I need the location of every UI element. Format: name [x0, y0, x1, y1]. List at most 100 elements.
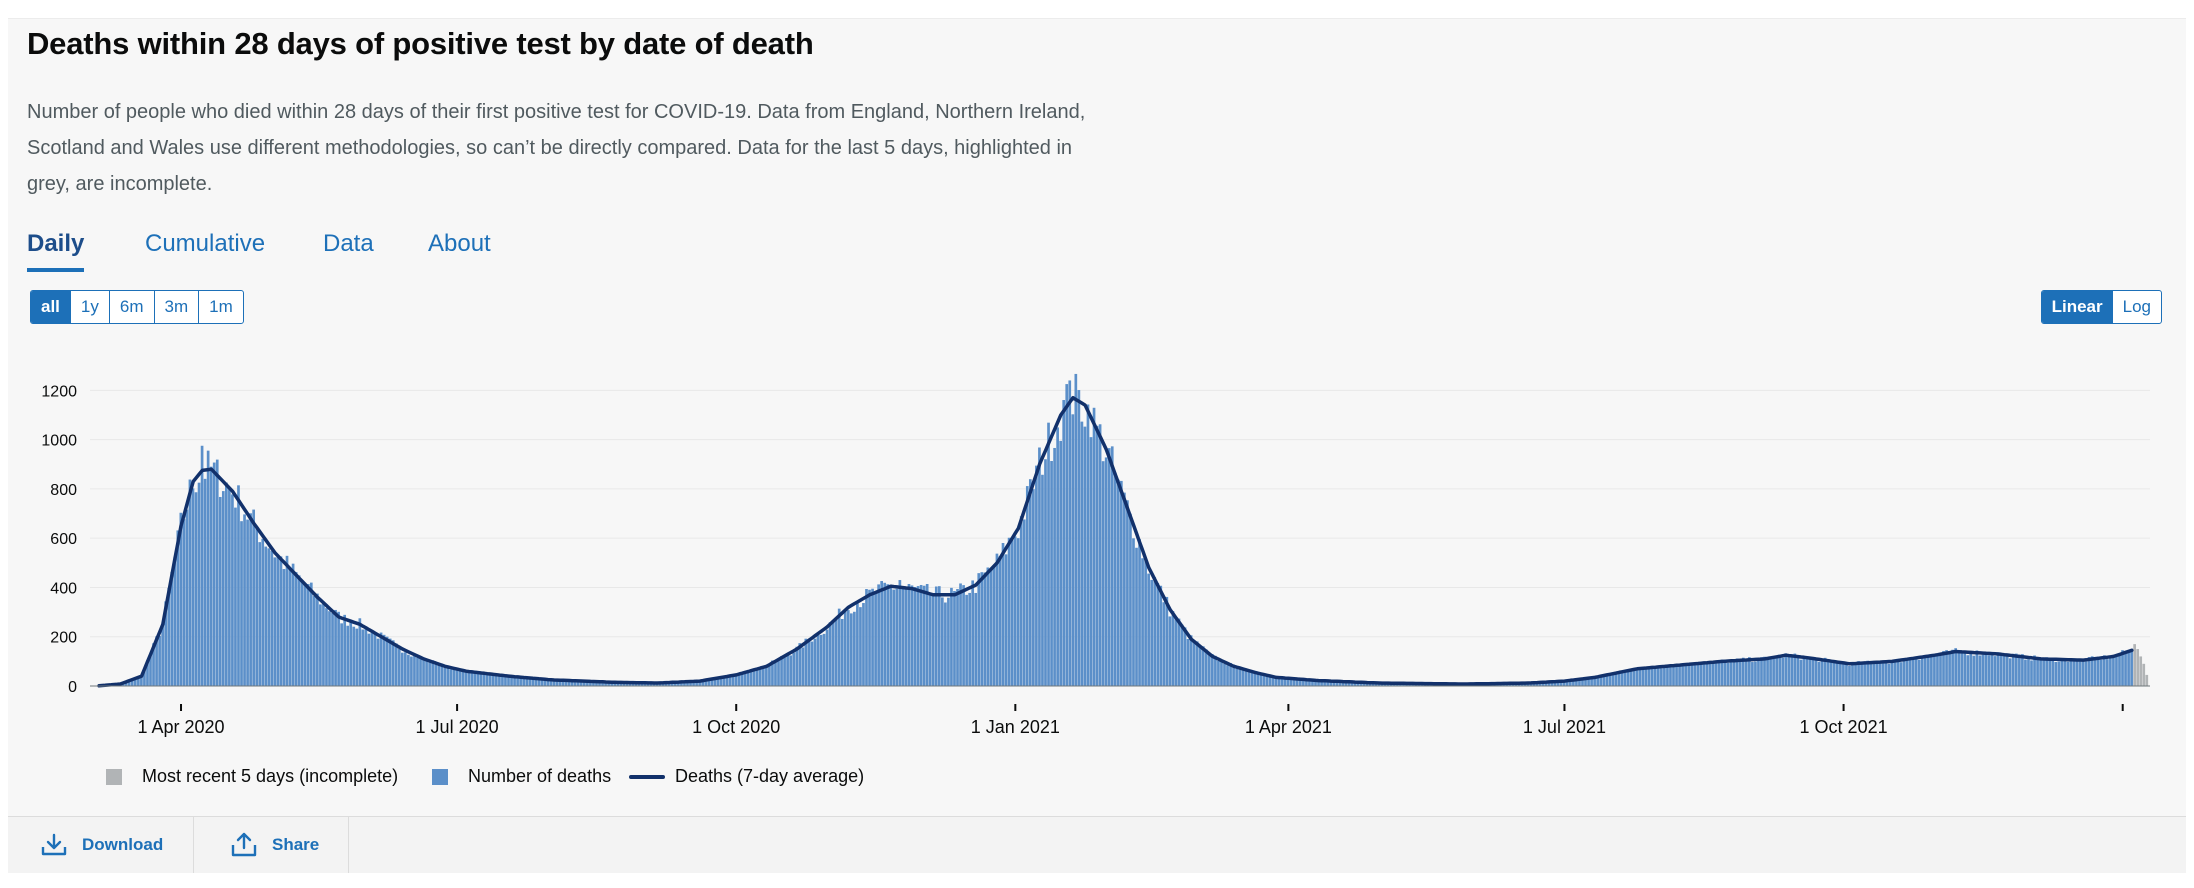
bar-daily-deaths — [264, 546, 268, 686]
range-1m-button[interactable]: 1m — [209, 297, 233, 316]
range-1y-button[interactable]: 1y — [71, 291, 110, 323]
bar-daily-deaths — [458, 668, 462, 686]
bar-daily-deaths — [1126, 500, 1129, 686]
range-all-button[interactable]: all — [31, 291, 71, 323]
bar-daily-deaths — [1878, 663, 1882, 686]
bar-daily-deaths — [501, 674, 504, 686]
bar-daily-deaths — [130, 679, 134, 686]
bar-daily-deaths — [349, 622, 353, 686]
bar-daily-deaths — [1326, 680, 1329, 686]
legend-item-deaths: Number of deaths — [432, 766, 611, 787]
bar-daily-deaths — [1839, 661, 1842, 686]
bar-daily-deaths — [1681, 666, 1684, 686]
bar-daily-deaths — [1875, 663, 1879, 686]
bar-daily-deaths — [583, 680, 586, 686]
bar-daily-deaths — [1793, 653, 1797, 686]
bar-daily-deaths — [989, 568, 993, 686]
card-footer: Download Share — [8, 816, 2186, 873]
bar-daily-deaths — [1250, 670, 1254, 686]
bar-daily-deaths — [2087, 657, 2091, 686]
bar-daily-deaths — [1744, 661, 1748, 686]
bar-daily-deaths — [1593, 677, 1596, 686]
bar-daily-deaths — [2063, 658, 2067, 686]
bar-daily-deaths — [361, 629, 365, 686]
tab-daily[interactable]: Daily — [27, 230, 85, 257]
bar-daily-deaths — [1635, 668, 1639, 686]
bar-daily-deaths — [2039, 660, 2042, 686]
bar-daily-deaths — [446, 667, 450, 686]
bar-daily-deaths — [1911, 659, 1915, 686]
bar-daily-deaths — [2075, 658, 2079, 686]
bar-daily-deaths — [1565, 680, 1569, 686]
bar-daily-deaths — [1866, 660, 1870, 686]
bar-daily-deaths — [2008, 658, 2012, 686]
bar-daily-deaths — [1569, 680, 1572, 686]
tab-about[interactable]: About — [428, 230, 491, 257]
bar-daily-deaths — [334, 609, 337, 686]
bar-daily-deaths — [300, 581, 304, 686]
bar-daily-deaths — [294, 572, 298, 686]
bar-daily-deaths — [1226, 665, 1229, 686]
bar-daily-deaths — [977, 573, 981, 686]
scale-linear-button[interactable]: Linear — [2041, 291, 2113, 323]
download-button[interactable]: Download — [40, 817, 163, 873]
bar-daily-deaths — [1914, 659, 1918, 686]
bar-daily-deaths — [1826, 659, 1830, 686]
legend-label-deaths: Number of deaths — [468, 766, 612, 786]
bar-daily-deaths — [1286, 678, 1290, 686]
bar-daily-deaths — [1605, 674, 1609, 686]
bar-daily-deaths — [1010, 540, 1014, 686]
bar-daily-deaths — [267, 548, 271, 686]
bar-daily-deaths — [416, 657, 419, 686]
bar-daily-deaths — [667, 682, 671, 686]
bar-daily-deaths — [516, 677, 519, 686]
bar-daily-deaths — [1086, 404, 1090, 686]
tab-data[interactable]: Data — [323, 230, 374, 257]
range-6m-button[interactable]: 6m — [110, 291, 155, 323]
tab-cumulative[interactable]: Cumulative — [145, 230, 266, 257]
bar-daily-deaths — [586, 681, 589, 686]
x-tick-label: 1 Jan 2021 — [971, 717, 1060, 737]
bar-daily-deaths — [752, 670, 756, 686]
bar-daily-deaths — [1238, 669, 1241, 686]
bar-daily-deaths — [1641, 667, 1645, 686]
x-tick-label: 1 Jul 2020 — [416, 717, 499, 737]
bar-daily-deaths — [1717, 661, 1721, 686]
bar-daily-deaths — [373, 632, 377, 686]
bar-daily-deaths — [1599, 676, 1603, 686]
bar-daily-deaths — [1247, 669, 1251, 686]
average-line — [97, 395, 2134, 688]
bar-daily-deaths — [613, 682, 617, 686]
scale-log-button[interactable]: Log — [2122, 297, 2151, 316]
bar-daily-deaths — [2014, 653, 2018, 686]
bar-daily-deaths — [531, 677, 535, 686]
bar-daily-deaths — [1945, 650, 1948, 686]
bar-daily-deaths — [695, 680, 698, 686]
bar-daily-deaths — [956, 589, 959, 686]
bar-daily-deaths — [528, 677, 532, 686]
bar-daily-deaths — [677, 681, 680, 686]
bar-daily-deaths — [843, 611, 847, 686]
bar-daily-deaths — [173, 556, 177, 686]
bar-daily-deaths — [510, 677, 513, 686]
bar-daily-deaths — [491, 675, 495, 686]
bar-daily-deaths — [1666, 666, 1669, 686]
bar-daily-deaths — [537, 678, 541, 686]
bar-daily-deaths — [2118, 654, 2121, 686]
bar-daily-deaths — [255, 527, 259, 686]
bar-daily-deaths — [297, 575, 301, 686]
bar-daily-deaths — [1835, 663, 1839, 686]
range-3m-button[interactable]: 3m — [155, 291, 200, 323]
bar-daily-deaths — [1578, 679, 1581, 686]
bar-daily-deaths — [1729, 660, 1733, 686]
share-button[interactable]: Share — [230, 817, 319, 873]
bar-daily-deaths — [831, 620, 835, 686]
bar-daily-deaths — [282, 569, 286, 686]
bar-daily-deaths — [252, 509, 255, 686]
bar-daily-deaths — [601, 681, 604, 686]
y-tick-label: 800 — [50, 482, 77, 499]
bar-daily-deaths — [1253, 673, 1257, 686]
bar-daily-deaths — [1993, 656, 1997, 686]
bar-daily-deaths — [206, 450, 210, 686]
bar-daily-deaths — [595, 681, 598, 686]
